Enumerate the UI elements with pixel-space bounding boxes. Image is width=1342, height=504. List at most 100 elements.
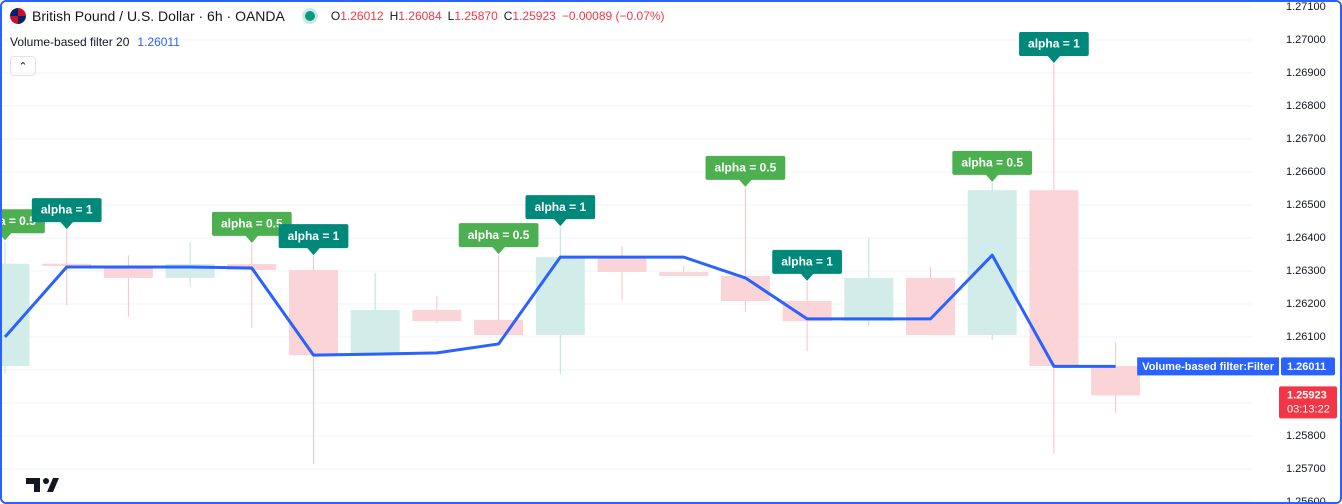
- ohlc-key: C: [503, 9, 513, 23]
- y-tick-label: 1.26100: [1286, 331, 1326, 343]
- alpha-label-pointer: [2, 232, 12, 241]
- ohlc-key: O: [330, 9, 341, 23]
- price-axis: [1252, 2, 1340, 502]
- alpha-label-box: [1019, 32, 1089, 57]
- y-tick-label: 1.26300: [1286, 265, 1326, 277]
- alpha-label-pointer: [800, 272, 815, 281]
- ohlc-values: O1.26012 H1.26084 L1.25870 C1.25923: [331, 9, 556, 23]
- y-tick-label: 1.26800: [1286, 100, 1326, 112]
- ohlc-value: 1.26084: [398, 9, 442, 23]
- candle-body: [1091, 366, 1141, 396]
- y-tick-label: 1.27100: [1286, 2, 1326, 13]
- candle-body: [474, 319, 524, 336]
- symbol-icon: [10, 8, 26, 24]
- ohlc-item: O1.26012: [331, 9, 384, 23]
- alpha-label-text: alpha = 0.5: [221, 217, 283, 231]
- candle-body: [659, 271, 709, 276]
- alpha-label-box: [458, 223, 539, 248]
- alpha-label-text: alpha = 1: [781, 255, 833, 269]
- indicator-value: 1.26011: [137, 35, 180, 49]
- candle-body: [782, 301, 832, 322]
- alpha-label: alpha = 0.5: [211, 211, 292, 243]
- ohlc-key: H: [389, 9, 399, 23]
- y-tick-label: 1.25600: [1286, 496, 1326, 504]
- alpha-label-text: alpha = 0.5: [468, 228, 530, 242]
- candle-body: [412, 309, 462, 322]
- ohlc-value: 1.25923: [512, 9, 556, 23]
- alpha-label-text: alpha = 0.5: [715, 160, 777, 174]
- y-tick-label: 1.25700: [1286, 463, 1326, 475]
- alpha-label-text: alpha = 0.5: [2, 214, 36, 228]
- alpha-label-box: [31, 198, 102, 223]
- ohlc-key: L: [447, 9, 455, 23]
- indicator-title[interactable]: Volume-based filter 20: [10, 35, 130, 49]
- indicator-legend: Volume-based filter 20 1.26011: [10, 35, 180, 49]
- alpha-label-pointer: [553, 218, 568, 227]
- candle-body: [597, 257, 647, 272]
- alpha-label: alpha = 1: [31, 198, 102, 230]
- filter-value-box: [1281, 357, 1335, 376]
- alpha-label-box: [525, 195, 596, 220]
- candle-body: [967, 190, 1017, 336]
- candle-body: [844, 277, 894, 322]
- alpha-label-pointer: [59, 221, 74, 230]
- alpha-label-box: [952, 150, 1033, 175]
- alpha-label: alpha = 0.5: [458, 223, 539, 255]
- alpha-label-box: [278, 224, 349, 249]
- last-price-box: [1279, 386, 1337, 419]
- alpha-label-pointer: [306, 247, 321, 256]
- ohlc-item: C1.25923: [504, 9, 556, 23]
- y-tick-label: 1.26700: [1286, 133, 1326, 145]
- filter-name-box: [1137, 357, 1279, 376]
- last-price-label: 1.25923: [1287, 389, 1327, 401]
- alpha-label: alpha = 0.5: [952, 150, 1033, 182]
- candle-body: [906, 277, 955, 336]
- y-tick-label: 1.25800: [1286, 430, 1326, 442]
- alpha-label-text: alpha = 1: [534, 200, 586, 214]
- alpha-label: alpha = 0.5: [705, 155, 786, 187]
- y-tick-label: 1.26600: [1286, 166, 1326, 178]
- symbol-title[interactable]: British Pound / U.S. Dollar · 6h · OANDA: [32, 8, 285, 24]
- alpha-label: alpha = 1: [525, 195, 596, 227]
- countdown-label: 03:13:22: [1287, 403, 1330, 415]
- symbol-header: British Pound / U.S. Dollar · 6h · OANDA…: [10, 8, 665, 24]
- candle-body: [289, 270, 338, 356]
- alpha-label-pointer: [738, 178, 753, 187]
- alpha-label-text: alpha = 1: [1028, 37, 1080, 51]
- alpha-label-pointer: [985, 173, 1000, 182]
- alpha-label: alpha = 1: [772, 249, 842, 281]
- candle-body: [42, 263, 92, 267]
- y-tick-label: 1.27000: [1286, 34, 1326, 46]
- candle-body: [535, 257, 585, 336]
- filter-line: [3, 253, 1116, 368]
- filter-name-label: Volume-based filter:Filter: [1142, 361, 1275, 373]
- ohlc-item: H1.26084: [390, 9, 442, 23]
- alpha-label: alpha = 1: [1019, 32, 1089, 64]
- alpha-label-pointer: [1046, 55, 1061, 64]
- y-tick-label: 1.26500: [1286, 199, 1326, 211]
- alpha-label-pointer: [244, 234, 259, 243]
- candle-body: [350, 309, 400, 356]
- collapse-button[interactable]: ⌃: [10, 56, 36, 76]
- alpha-label-box: [705, 155, 786, 180]
- alpha-label-box: [772, 249, 842, 274]
- filter-value-label: 1.26011: [1287, 361, 1326, 373]
- ohlc-value: 1.26012: [340, 9, 384, 23]
- alpha-label-text: alpha = 1: [288, 229, 340, 243]
- market-status: [304, 11, 315, 21]
- candle-body: [103, 266, 153, 278]
- alpha-label-text: alpha = 0.5: [961, 156, 1023, 170]
- alpha-label-pointer: [491, 246, 506, 255]
- y-tick-label: 1.26900: [1286, 67, 1326, 79]
- alpha-label-text: alpha = 1: [41, 203, 93, 217]
- y-tick-label: 1.26200: [1286, 298, 1326, 310]
- change: −0.00089 (−0.07%): [561, 9, 665, 23]
- alpha-label-box: [211, 211, 292, 236]
- candle-body: [1029, 190, 1079, 367]
- ohlc-value: 1.25870: [454, 9, 498, 23]
- ohlc-item: L1.25870: [448, 9, 498, 23]
- alpha-label: alpha = 1: [278, 224, 349, 256]
- y-tick-label: 1.26400: [1286, 232, 1326, 244]
